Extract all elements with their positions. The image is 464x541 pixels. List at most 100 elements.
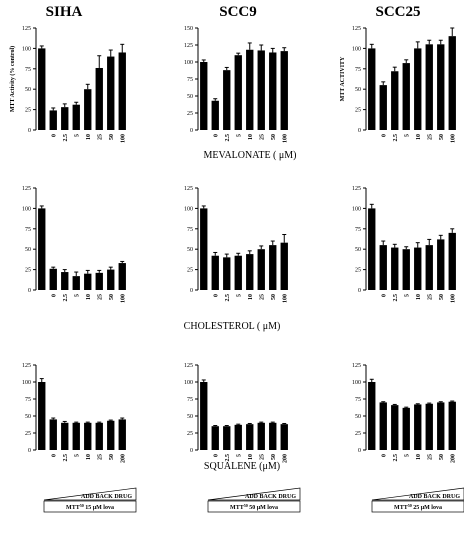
x-tick-label: 0 bbox=[381, 134, 387, 137]
y-tick-label: 0 bbox=[358, 448, 361, 454]
x-tick-label: 5 bbox=[236, 134, 242, 137]
y-tick-label: 75 bbox=[25, 397, 31, 403]
add-back-label: ADD BACK DRUG bbox=[245, 494, 296, 500]
y-tick-label: 25 bbox=[25, 108, 31, 114]
dose-wedge bbox=[371, 487, 464, 501]
treatment-box bbox=[371, 500, 464, 513]
bar bbox=[269, 52, 277, 131]
y-tick-label: 0 bbox=[28, 288, 31, 294]
row-label-mevalonate: MEVALONATE ( μM) bbox=[204, 150, 297, 161]
bar bbox=[368, 48, 376, 130]
bar bbox=[234, 255, 242, 290]
column-title-scc25: SCC25 bbox=[375, 4, 420, 20]
x-tick-label: 50 bbox=[271, 454, 277, 460]
add-back-label: ADD BACK DRUG bbox=[409, 494, 460, 500]
bar bbox=[223, 70, 231, 130]
x-tick-label: 2.5 bbox=[63, 294, 69, 302]
bar bbox=[234, 424, 242, 450]
y-tick-label: 25 bbox=[187, 111, 193, 117]
y-tick-label: 125 bbox=[184, 363, 193, 369]
x-tick-label: 25 bbox=[427, 134, 433, 140]
x-tick-label: 2.5 bbox=[393, 294, 399, 302]
y-tick-label: 100 bbox=[22, 46, 31, 52]
bar bbox=[107, 56, 115, 131]
bar bbox=[211, 255, 219, 290]
x-tick-label: 0 bbox=[213, 134, 219, 137]
bar bbox=[368, 382, 376, 450]
dose-wedge bbox=[43, 487, 137, 501]
x-tick-label: 5 bbox=[74, 454, 80, 457]
x-tick-label: 50 bbox=[439, 134, 445, 140]
row-label-cholesterol: CHOLESTEROL ( μM) bbox=[184, 321, 281, 332]
chart-panel-9: 0 25 50 75 100 125 0 2.5 5 10 25 50 200 bbox=[352, 363, 456, 463]
y-tick-label: 0 bbox=[28, 128, 31, 134]
bar bbox=[118, 419, 126, 450]
chart-panel-5: 0 25 50 75 100 125 0 2.5 5 10 25 50 100 bbox=[184, 186, 288, 303]
x-tick-label: 0 bbox=[213, 454, 219, 457]
bar bbox=[391, 405, 399, 450]
y-tick-label: 125 bbox=[352, 26, 361, 32]
bar bbox=[223, 257, 231, 290]
y-axis-label: MTT ACTIVITY bbox=[340, 56, 346, 101]
bar bbox=[257, 249, 265, 290]
bar bbox=[402, 407, 410, 450]
x-tick-label: 25 bbox=[427, 454, 433, 460]
x-tick-label: 10 bbox=[248, 134, 254, 140]
y-tick-label: 100 bbox=[184, 206, 193, 212]
y-tick-label: 0 bbox=[190, 288, 193, 294]
bar bbox=[200, 208, 208, 290]
bar bbox=[246, 49, 254, 131]
y-tick-label: 75 bbox=[187, 77, 193, 83]
x-tick-label: 25 bbox=[97, 134, 103, 140]
y-tick-label: 25 bbox=[187, 431, 193, 437]
y-tick-label: 25 bbox=[25, 431, 31, 437]
chart-panel-8: 0 25 50 75 100 125 0 2.5 5 10 25 50 200 bbox=[184, 363, 288, 463]
treatment-label: MTT50 15 μM lova bbox=[66, 503, 114, 511]
bar bbox=[448, 401, 456, 450]
x-tick-label: 100 bbox=[450, 134, 456, 143]
bar bbox=[107, 420, 115, 450]
y-tick-label: 0 bbox=[28, 448, 31, 454]
x-tick-label: 0 bbox=[51, 454, 57, 457]
y-tick-label: 50 bbox=[187, 247, 193, 253]
x-tick-label: 25 bbox=[259, 294, 265, 300]
treatment-label: MTT50 25 μM lova bbox=[394, 503, 442, 511]
x-tick-label: 10 bbox=[86, 134, 92, 140]
bar bbox=[368, 208, 376, 290]
y-tick-label: 75 bbox=[355, 227, 361, 233]
y-tick-label: 50 bbox=[355, 87, 361, 93]
x-tick-label: 200 bbox=[120, 454, 126, 463]
bar bbox=[84, 89, 92, 130]
bar bbox=[280, 51, 288, 131]
x-tick-label: 0 bbox=[381, 294, 387, 297]
y-tick-label: 0 bbox=[190, 448, 193, 454]
bar bbox=[391, 71, 399, 130]
x-tick-label: 5 bbox=[74, 134, 80, 137]
bar bbox=[211, 100, 219, 130]
bar bbox=[280, 242, 288, 290]
y-tick-label: 75 bbox=[355, 397, 361, 403]
x-tick-label: 100 bbox=[450, 294, 456, 303]
y-tick-label: 100 bbox=[22, 206, 31, 212]
bar bbox=[118, 263, 126, 290]
chart-panel-1: 0 25 50 75 100 125 MTT Activity (% control) 0 2.… bbox=[9, 26, 126, 143]
bar bbox=[211, 426, 219, 450]
bar bbox=[49, 268, 57, 290]
treatment-legend-3: ADD BACK DRUG MTT50 25 μM lova bbox=[371, 487, 464, 513]
bar bbox=[72, 104, 80, 130]
x-tick-label: 100 bbox=[282, 294, 288, 303]
x-tick-label: 200 bbox=[450, 454, 456, 463]
x-tick-label: 10 bbox=[86, 294, 92, 300]
bar bbox=[379, 402, 387, 450]
y-tick-label: 125 bbox=[352, 363, 361, 369]
bar bbox=[269, 245, 277, 290]
bar bbox=[246, 424, 254, 450]
chart-panel-2: 0 25 50 75 100 125 150 0 2.5 5 10 25 50 100 bbox=[184, 26, 288, 143]
bar bbox=[84, 422, 92, 450]
x-tick-label: 5 bbox=[236, 454, 242, 457]
x-tick-label: 10 bbox=[416, 454, 422, 460]
x-tick-label: 5 bbox=[404, 294, 410, 297]
y-tick-label: 25 bbox=[355, 268, 361, 274]
bar bbox=[234, 55, 242, 131]
